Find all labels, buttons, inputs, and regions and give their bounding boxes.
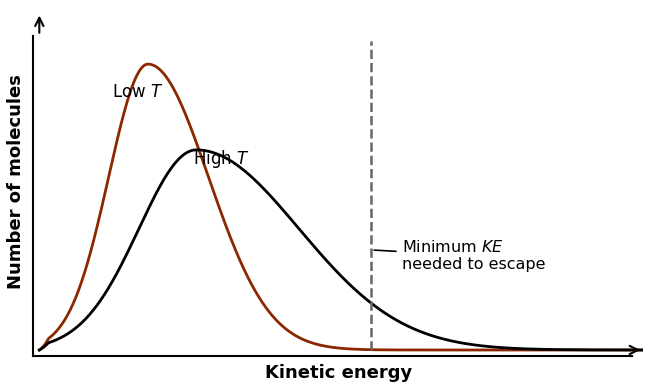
Y-axis label: Number of molecules: Number of molecules [7,74,25,289]
Text: Low $T$: Low $T$ [112,83,163,101]
X-axis label: Kinetic energy: Kinetic energy [265,364,412,382]
Text: High $T$: High $T$ [193,148,250,170]
Text: Minimum $KE$
needed to escape: Minimum $KE$ needed to escape [374,239,545,272]
